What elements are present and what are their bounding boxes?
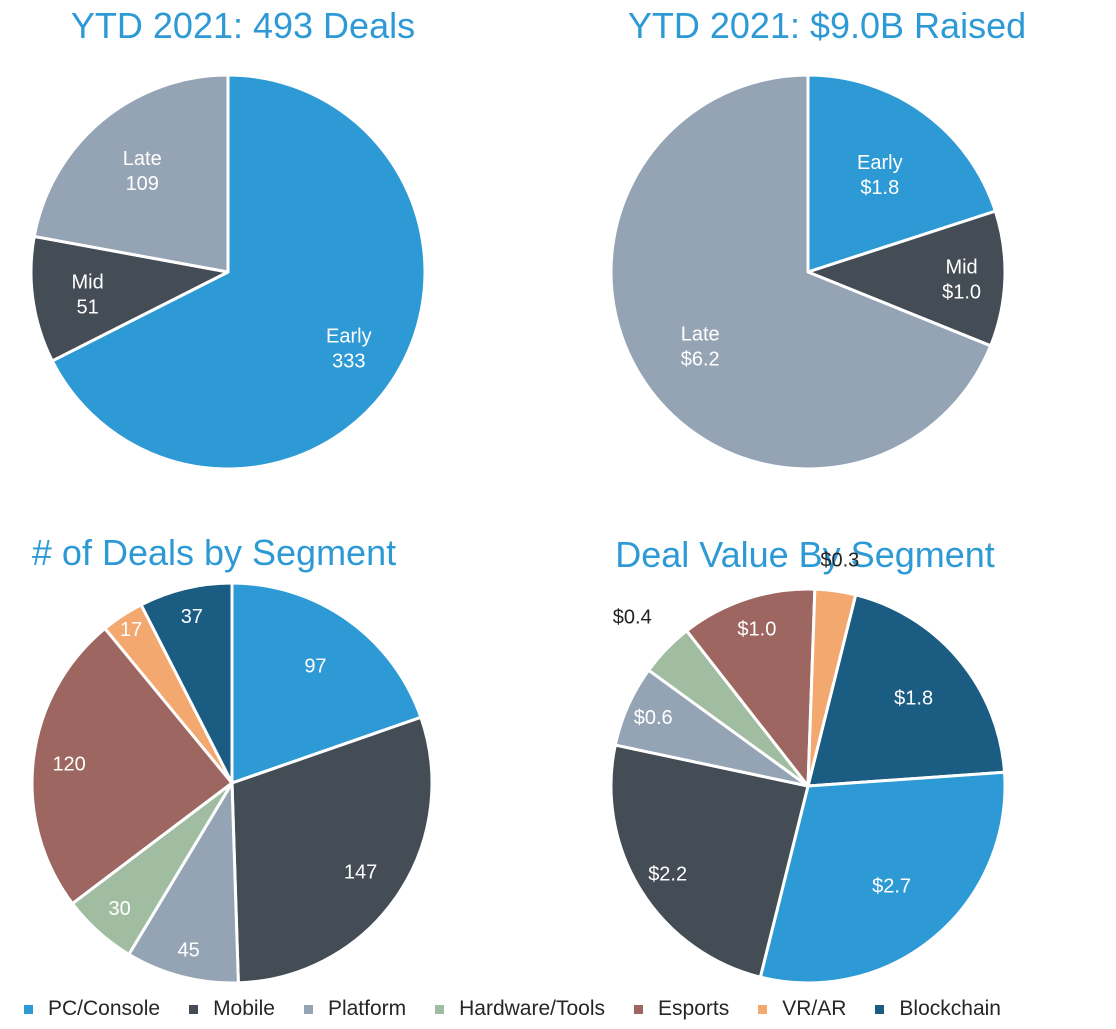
slice-label-vr-ar: $0.3 (820, 550, 859, 572)
legend-label: Hardware/Tools (459, 997, 606, 1020)
slice-label-mobile: 147 (344, 861, 377, 883)
slice-label-mobile: $2.2 (648, 864, 687, 886)
pie-slice-pc-console (758, 770, 1007, 985)
slice-label-hardware-tools: $0.4 (613, 606, 652, 628)
legend-item-pc-console: PC/Console (24, 997, 160, 1021)
legend-label: Blockchain (899, 997, 1001, 1020)
slice-label-pc-console: $2.7 (872, 876, 911, 898)
legend-label: PC/Console (48, 997, 161, 1020)
pie-slice-late (609, 73, 993, 471)
slice-label-blockchain: 37 (181, 606, 203, 628)
legend-item-vr-ar: VR/AR (758, 997, 846, 1021)
pie-slice-early (806, 73, 997, 274)
slice-label-blockchain: $1.8 (894, 687, 933, 709)
deal-value-by-segment-title: Deal Value By Segment (615, 534, 995, 575)
slice-label-late: Late $6.2 (681, 324, 720, 371)
pie-slice-platform (127, 781, 240, 985)
legend: PC/Console Mobile Platform Hardware/Tools Es… (24, 994, 1116, 1024)
pie-slice-mid (29, 234, 230, 363)
slice-label-mid: Mid $1.0 (942, 256, 981, 303)
pie-1: Early 333 Mid 51 Late 109 (29, 73, 427, 471)
slice-label-platform: 45 (178, 939, 200, 961)
slice-label-platform: $0.6 (634, 707, 673, 729)
legend-label: Platform (327, 997, 407, 1020)
slice-label-mid: Mid 51 (71, 271, 103, 318)
pie-slice-mobile (230, 715, 434, 985)
pie-slice-mobile (609, 743, 810, 979)
pie-slice-mid (806, 209, 1007, 348)
pie-slice-early (50, 73, 427, 471)
legend-label: Esports (658, 997, 730, 1020)
legend-swatch (435, 1004, 445, 1014)
pie-slice-esports (685, 587, 817, 788)
legend-swatch (634, 1004, 644, 1014)
legend-label: Mobile (213, 997, 275, 1020)
legend-swatch (303, 1004, 313, 1014)
legend-swatch (189, 1004, 199, 1014)
slice-label-hardware-tools: 30 (108, 898, 130, 920)
slice-label-vr-ar: 17 (120, 619, 142, 641)
legend-item-esports: Esports (634, 997, 729, 1021)
legend-item-platform: Platform (303, 997, 407, 1021)
deals-by-segment-title: # of Deals by Segment (31, 532, 397, 573)
pie-3: 97 147 45 30 120 17 37 (30, 581, 434, 985)
legend-item-mobile: Mobile (189, 997, 275, 1021)
pie-slice-blockchain (139, 581, 234, 785)
pie-slice-blockchain (806, 593, 1007, 788)
raised-pie-title: YTD 2021: $9.0B Raised (627, 5, 1027, 46)
legend-swatch (24, 1004, 33, 1014)
legend-swatch (875, 1004, 885, 1014)
pie-slice-esports (30, 627, 234, 906)
slice-label-early: Early 333 (326, 325, 372, 372)
slice-label-esports: 120 (52, 754, 85, 776)
slice-label-esports: $1.0 (737, 619, 776, 641)
pie-slice-vr-ar (806, 587, 858, 788)
legend-item-hardware-tools: Hardware/Tools (435, 997, 605, 1021)
pie-2: Early $1.8 Mid $1.0 Late $6.2 (609, 73, 1007, 471)
pie-slice-late (32, 73, 230, 274)
slice-label-late: Late 109 (123, 148, 162, 195)
deals-pie-title: YTD 2021: 493 Deals (70, 5, 416, 46)
slice-label-early: Early $1.8 (857, 152, 903, 199)
legend-item-blockchain: Blockchain (875, 997, 1001, 1021)
legend-label: VR/AR (782, 997, 847, 1020)
pie-4: $1.8 $2.7 $2.2 $0.6 $0.4 $1.0 $0.3 (609, 550, 1007, 985)
slice-label-pc-console: 97 (304, 656, 326, 678)
legend-swatch (758, 1004, 768, 1014)
